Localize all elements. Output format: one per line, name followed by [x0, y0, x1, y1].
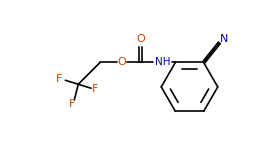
Text: N: N — [220, 34, 228, 44]
Text: F: F — [56, 74, 63, 84]
Text: F: F — [92, 84, 98, 94]
Text: F: F — [69, 99, 76, 109]
Text: O: O — [117, 58, 126, 67]
Text: O: O — [136, 34, 145, 44]
Text: NH: NH — [155, 58, 170, 67]
